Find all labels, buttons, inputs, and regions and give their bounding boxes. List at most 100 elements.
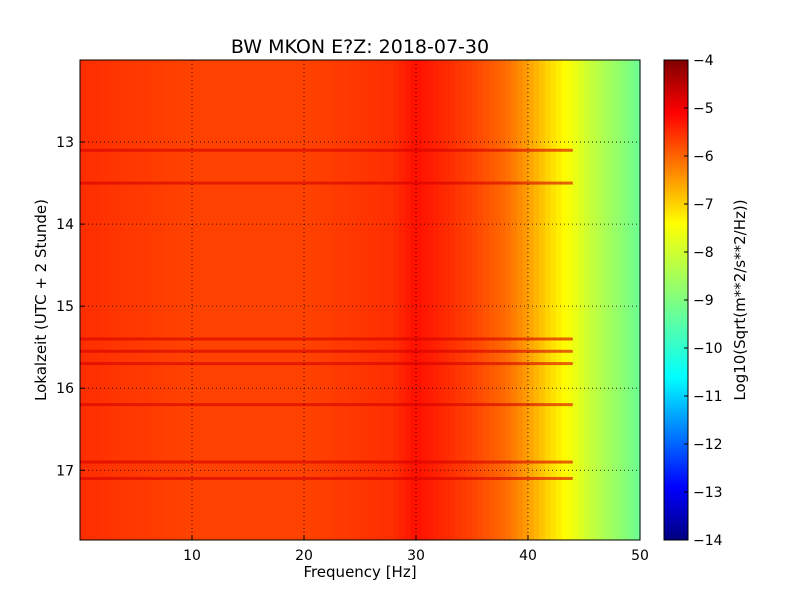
heatmap-column (152, 60, 159, 540)
heatmap-band (80, 460, 573, 464)
heatmap-column (466, 60, 473, 540)
heatmap-column (550, 60, 557, 540)
heatmap-column (500, 60, 507, 540)
heatmap-column (477, 60, 484, 540)
heatmap-column (304, 60, 311, 540)
heatmap-column (91, 60, 98, 540)
heatmap-column (147, 60, 154, 540)
heatmap-column (432, 60, 439, 540)
heatmap-column (119, 60, 126, 540)
y-tick-label: 17 (56, 463, 74, 479)
heatmap-column (628, 60, 635, 540)
x-axis: 10 20 30 40 50 (183, 535, 649, 564)
heatmap-column (320, 60, 327, 540)
heatmap-column (80, 60, 87, 540)
heatmap-column (522, 60, 529, 540)
heatmap-column (376, 60, 383, 540)
colorbar-tick-label: −7 (693, 197, 714, 213)
colorbar-tick-label: −11 (693, 389, 723, 405)
heatmap-column (287, 60, 294, 540)
heatmap-column (124, 60, 131, 540)
colorbar-tick-label: −6 (693, 149, 714, 165)
heatmap-column (113, 60, 120, 540)
heatmap-column (259, 60, 266, 540)
heatmap-column (556, 60, 563, 540)
heatmap-column (544, 60, 551, 540)
heatmap-column (612, 60, 619, 540)
heatmap-column (85, 60, 92, 540)
x-axis-label: Frequency [Hz] (303, 563, 416, 581)
heatmap-column (539, 60, 546, 540)
heatmap-column (399, 60, 406, 540)
plot-frame (79, 59, 641, 541)
heatmap-column (516, 60, 523, 540)
heatmap-band (80, 337, 573, 341)
heatmap-band (80, 148, 573, 152)
heatmap-column (231, 60, 238, 540)
heatmap-column (354, 60, 361, 540)
colorbar-tick-label: −10 (693, 341, 723, 357)
heatmap-column (634, 60, 641, 540)
heatmap-column (567, 60, 574, 540)
heatmap-column (460, 60, 467, 540)
heatmap-column (623, 60, 630, 540)
heatmap-column (175, 60, 182, 540)
heatmap-column (595, 60, 602, 540)
y-axis-label: Lokalzeit (UTC + 2 Stunde) (32, 199, 50, 401)
heatmap-column (197, 60, 204, 540)
heatmap-column (388, 60, 395, 540)
heatmap-column (136, 60, 143, 540)
heatmap-column (169, 60, 176, 540)
grid-lines (80, 60, 640, 540)
heatmap-column (214, 60, 221, 540)
heatmap-band (80, 181, 573, 185)
colorbar-tick-label: −9 (693, 293, 714, 309)
heatmap-column (472, 60, 479, 540)
heatmap-column (511, 60, 518, 540)
heatmap-column (242, 60, 249, 540)
heatmap-column (96, 60, 103, 540)
heatmap-column (192, 60, 199, 540)
heatmap-column (225, 60, 232, 540)
heatmap-band (80, 349, 573, 353)
heatmap-column (561, 60, 568, 540)
heatmap-column (343, 60, 350, 540)
colorbar-label: Log10(Sqrt(m**2/s**2/Hz)) (731, 199, 749, 400)
colorbar-tick-label: −12 (693, 437, 723, 453)
heatmap-column (444, 60, 451, 540)
heatmap-column (427, 60, 434, 540)
heatmap-column (416, 60, 423, 540)
colorbar-ticks: −4 −5 −6 −7 −8 −9 −10 −11 −12 −13 −14 (684, 53, 723, 549)
heatmap-column (528, 60, 535, 540)
y-tick-label: 14 (56, 217, 74, 233)
y-tick-label: 15 (56, 299, 74, 315)
heatmap-column (236, 60, 243, 540)
heatmap-column (158, 60, 165, 540)
heatmap-column (365, 60, 372, 540)
heatmap-band (80, 403, 573, 407)
heatmap-column (488, 60, 495, 540)
x-tick-label: 20 (295, 548, 313, 564)
colorbar-tick-label: −5 (693, 101, 714, 117)
heatmap-column (348, 60, 355, 540)
heatmap-column (208, 60, 215, 540)
chart-title: BW MKON E?Z: 2018-07-30 (231, 36, 489, 58)
x-tick-label: 10 (183, 548, 201, 564)
x-tick-label: 40 (519, 548, 537, 564)
heatmap-column (248, 60, 255, 540)
heatmap-column (309, 60, 316, 540)
heatmap-column (360, 60, 367, 540)
heatmap-column (382, 60, 389, 540)
heatmap-column (600, 60, 607, 540)
heatmap-column (589, 60, 596, 540)
heatmap-column (606, 60, 613, 540)
colorbar: −4 −5 −6 −7 −8 −9 −10 −11 −12 −13 −14 Log10(Sqrt(m… (663, 53, 749, 549)
heatmap-column (404, 60, 411, 540)
heatmap-column (270, 60, 277, 540)
heatmap-column (141, 60, 148, 540)
heatmap-column (276, 60, 283, 540)
plot-area (79, 59, 641, 541)
colorbar-tick-label: −13 (693, 485, 723, 501)
heatmap-column (617, 60, 624, 540)
